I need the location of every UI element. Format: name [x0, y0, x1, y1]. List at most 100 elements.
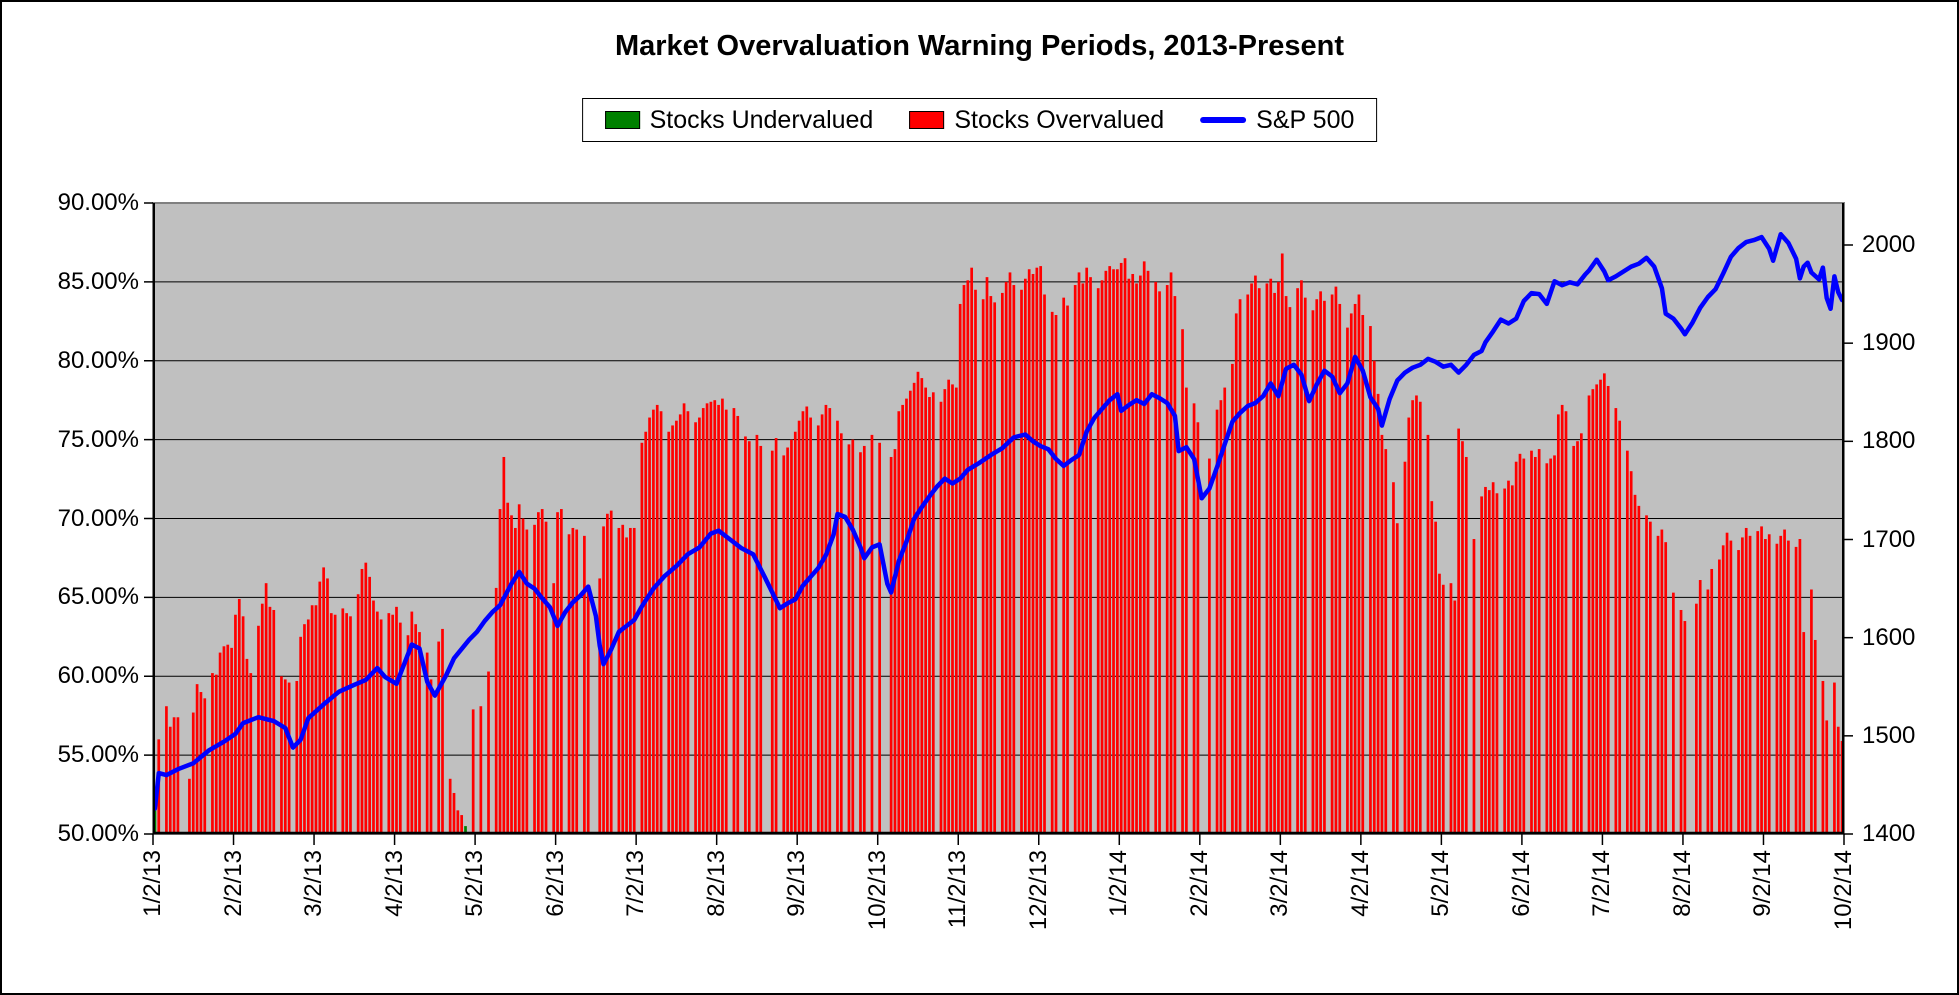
overvalued-bar	[211, 673, 214, 834]
overvalued-bar	[1779, 535, 1783, 834]
overvalued-bar	[1108, 266, 1112, 835]
overvalued-bar	[836, 420, 839, 834]
overvalued-bar	[1737, 550, 1740, 834]
overvalued-bar	[640, 442, 644, 834]
overvalued-bar	[1572, 445, 1576, 834]
overvalued-bar	[1783, 529, 1786, 834]
overvalued-bar	[1576, 441, 1579, 834]
overvalued-bar	[839, 433, 843, 834]
overvalued-bar	[398, 622, 402, 834]
overvalued-bar	[525, 529, 529, 834]
overvalued-bar	[705, 403, 709, 834]
overvalued-bar	[1545, 463, 1549, 834]
overvalued-bar	[1787, 540, 1790, 834]
overvalued-bar	[1403, 461, 1407, 834]
overvalued-bar	[1223, 387, 1227, 834]
overvalued-bars-layer	[157, 253, 1844, 835]
overvalued-bar	[908, 390, 912, 834]
y-left-tick-label: 85.00%	[57, 267, 139, 295]
overvalued-bar	[747, 441, 751, 834]
overvalued-bar	[280, 676, 283, 834]
overvalued-bar	[1453, 600, 1457, 834]
overvalued-bar	[782, 455, 786, 834]
overvalued-bar	[1484, 486, 1487, 834]
overvalued-bar	[479, 706, 483, 834]
overvalued-bar	[1633, 494, 1637, 834]
overvalued-bar	[1357, 294, 1361, 834]
overvalued-bar	[571, 527, 575, 834]
overvalued-bar	[993, 302, 997, 834]
overvalued-bar	[314, 605, 318, 834]
overvalued-bar	[498, 509, 502, 834]
overvalued-bar	[989, 296, 993, 834]
overvalued-bar	[322, 567, 325, 834]
overvalued-bar	[1131, 273, 1135, 834]
y-right-tick-label: 1600	[1862, 623, 1916, 651]
overvalued-bar	[1649, 521, 1652, 834]
overvalued-bar	[521, 518, 525, 834]
overvalued-bar	[1081, 283, 1085, 834]
overvalued-bar	[901, 404, 904, 834]
overvalued-bar	[1503, 488, 1506, 834]
overvalued-bar	[1323, 300, 1326, 834]
overvalued-bar	[1507, 480, 1510, 834]
overvalued-bar	[1254, 275, 1257, 834]
overvalued-bar	[1491, 482, 1495, 834]
x-tick-label: 10/2/13	[863, 850, 891, 931]
overvalued-bar	[947, 379, 950, 834]
overvalued-bar	[544, 521, 548, 834]
overvalued-bar	[1031, 273, 1035, 834]
overvalued-bar	[1836, 726, 1840, 834]
overvalued-bar	[686, 411, 690, 834]
overvalued-bar	[1158, 291, 1161, 835]
x-tick-label: 4/2/13	[380, 850, 408, 917]
x-tick-label: 11/2/13	[944, 850, 972, 929]
overvalued-bar	[1208, 458, 1211, 834]
overvalued-bar	[1146, 270, 1150, 834]
overvalued-bar	[556, 512, 559, 834]
overvalued-bar	[1560, 404, 1564, 834]
overvalued-bar	[506, 502, 510, 834]
overvalued-bar	[1181, 329, 1184, 834]
legend-label-sp500: S&P 500	[1256, 105, 1355, 134]
overvalued-bar	[1495, 493, 1499, 834]
overvalued-bar	[736, 415, 740, 834]
overvalued-bar	[1480, 496, 1483, 834]
overvalued-bar	[1449, 583, 1453, 834]
overvalued-bar	[1215, 409, 1219, 834]
overvalued-bar	[1073, 285, 1077, 834]
overvalued-bar	[770, 450, 774, 834]
overvalued-bar	[1775, 543, 1779, 834]
y-right-tick-label: 1900	[1862, 329, 1916, 357]
overvalued-bar	[283, 679, 287, 834]
overvalued-bar	[203, 698, 207, 834]
x-tick-label: 9/2/13	[783, 850, 811, 917]
overvalued-bar	[629, 527, 632, 834]
overvalued-bar	[797, 420, 801, 834]
overvalued-bar	[460, 815, 464, 834]
x-tick-label: 6/2/14	[1507, 850, 1535, 917]
overvalued-bar	[805, 406, 809, 834]
overvalued-bar	[694, 422, 697, 834]
x-tick-label: 1/2/13	[139, 850, 166, 917]
y-left-tick-label: 60.00%	[57, 662, 139, 690]
overvalued-bar	[1020, 289, 1023, 834]
overvalued-bar	[1767, 534, 1771, 834]
overvalued-bar	[1231, 363, 1234, 834]
overvalued-bar	[230, 647, 233, 834]
plot-canvas	[144, 202, 1853, 845]
overvalued-bar	[1725, 532, 1729, 834]
overvalued-bar	[943, 389, 947, 834]
overvalued-bar	[257, 625, 260, 834]
overvalued-bar	[575, 529, 579, 834]
overvalued-bar	[1142, 261, 1146, 834]
overvalued-bar	[452, 792, 456, 834]
overvalued-bar	[326, 578, 329, 834]
overvalued-bar	[345, 613, 348, 834]
x-tick-label: 3/2/14	[1266, 850, 1294, 917]
overvalued-bar	[1618, 420, 1622, 834]
overvalued-bar	[1100, 280, 1104, 834]
overvalued-bar	[264, 583, 268, 834]
overvalued-bar	[985, 277, 989, 834]
overvalued-bar	[713, 400, 717, 834]
